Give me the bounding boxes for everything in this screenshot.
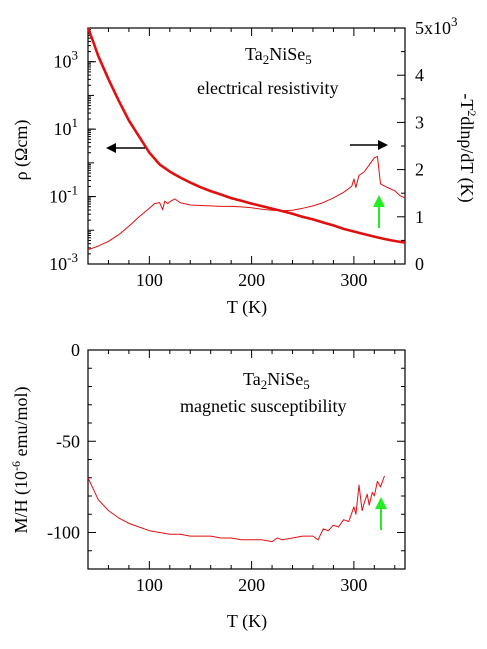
top-y-right-tick-label: 1	[415, 207, 424, 227]
top-green-arrow	[373, 195, 385, 228]
bottom-y-tick-label: -50	[56, 431, 80, 451]
top-x-axis-label: T (K)	[227, 297, 267, 318]
top-y-axis-label-right: -T2dlnρ/dT (K)	[456, 93, 479, 202]
bottom-x-tick-label: 300	[340, 575, 367, 595]
top-y-right-tick-label: 5x103	[415, 14, 458, 38]
bottom-annotation-formula: Ta2NiSe5	[243, 369, 310, 392]
resistivity-line	[86, 27, 406, 244]
top-panel: 100 200 300 103 101 10-1 10-3 5x103 4 3 2 1 0 Ta2NiS…	[11, 14, 479, 318]
top-y-left-tick-label: 103	[54, 48, 79, 72]
top-y-left-tick-label: 10-3	[49, 250, 78, 274]
top-x-tick-label: 300	[340, 270, 367, 290]
top-y-right-tick-label: 4	[415, 65, 424, 85]
top-annotation-subtitle: electrical resistivity	[197, 78, 338, 98]
top-y-left-tick-label: 10-1	[49, 183, 78, 207]
left-axis-arrow	[106, 143, 145, 153]
bottom-x-axis-label: T (K)	[227, 611, 267, 632]
top-ticks: 100 200 300 103 101 10-1 10-3 5x103 4 3 2 1 0	[49, 14, 457, 290]
bottom-panel: 100 200 300 0 -50 -100 Ta2NiSe5 magnetic susc…	[9, 340, 406, 632]
top-y-axis-label-left: ρ (Ωcm)	[11, 120, 32, 181]
top-resistivity-series	[86, 27, 406, 244]
bottom-x-tick-label: 200	[238, 575, 265, 595]
bottom-green-arrow	[375, 497, 387, 530]
top-derivative-series	[87, 155, 406, 251]
bottom-susceptibility-series	[87, 475, 385, 543]
right-axis-arrow	[350, 140, 388, 150]
top-y-right-tick-label: 2	[415, 160, 424, 180]
bottom-y-tick-label: 0	[71, 340, 80, 360]
bottom-annotation-subtitle: magnetic susceptibility	[180, 396, 346, 416]
bottom-x-tick-label: 100	[136, 575, 163, 595]
top-y-right-tick-label: 0	[415, 254, 424, 274]
susceptibility-line	[87, 475, 385, 543]
top-y-left-tick-label: 101	[54, 115, 79, 139]
bottom-y-tick-label: -100	[47, 523, 80, 543]
top-x-tick-label: 200	[238, 270, 265, 290]
bottom-y-axis-label: M/H (10-6 emu/mol)	[9, 387, 32, 534]
top-x-tick-label: 100	[136, 270, 163, 290]
top-y-right-tick-label: 3	[415, 112, 424, 132]
bottom-ticks: 100 200 300 0 -50 -100	[47, 340, 405, 595]
top-annotation-formula: Ta2NiSe5	[245, 44, 312, 67]
derivative-line	[87, 155, 406, 251]
